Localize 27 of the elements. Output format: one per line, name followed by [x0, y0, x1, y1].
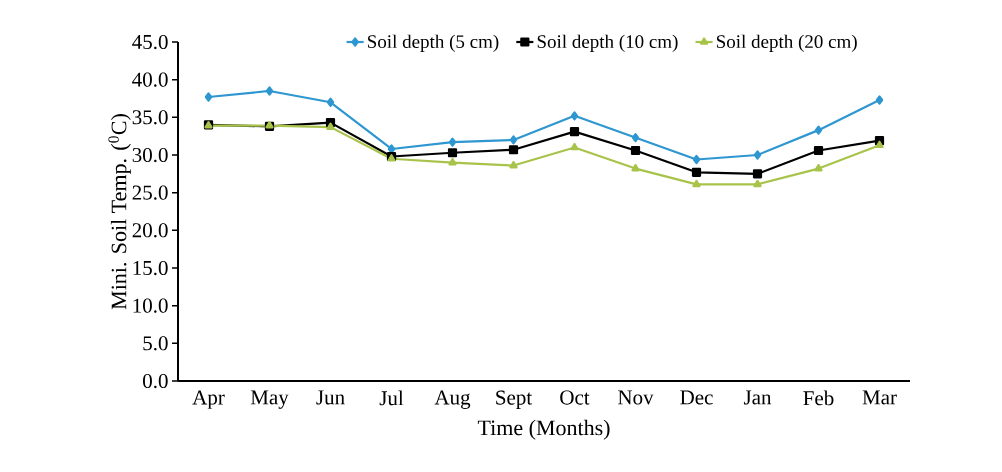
- y-tick-label: 20.0: [132, 223, 168, 238]
- y-tick-label: 25.0: [132, 185, 168, 200]
- y-tick-label: 35.0: [132, 110, 168, 125]
- y-tick-label: 45.0: [132, 34, 168, 50]
- y-tick-label: 10.0: [133, 298, 168, 313]
- y-tick-label: 15.0: [133, 260, 168, 276]
- y-tick-label: 0.0: [143, 373, 168, 389]
- y-tick-label: 40.0: [132, 72, 168, 87]
- x-tick-label: Aug: [434, 390, 471, 409]
- legend-label: Soil depth (20 cm): [716, 34, 857, 52]
- x-tick-label: May: [250, 390, 289, 409]
- y-axis-title: Mini. Soil Temp. ($^{0}$C): [108, 114, 131, 310]
- x-tick-label: Mar: [862, 390, 897, 405]
- x-tick-label: Jul: [379, 390, 404, 406]
- x-tick-label: Jan: [743, 390, 772, 405]
- x-tick-label: Nov: [618, 390, 654, 405]
- y-tick-label: 30.0: [132, 147, 168, 163]
- legend-label: Soil depth (10 cm): [537, 34, 678, 52]
- x-tick-label: Apr: [192, 390, 225, 409]
- x-tick-label: Jun: [316, 390, 345, 405]
- x-tick-label: Feb: [803, 390, 834, 406]
- x-tick-label: Dec: [680, 390, 713, 405]
- x-axis-title: Time (Months): [477, 419, 610, 440]
- legend-label: Soil depth (5 cm): [368, 34, 499, 52]
- x-tick-label: Oct: [560, 390, 590, 405]
- y-tick-label: 5.0: [143, 336, 168, 351]
- x-tick-label: Sept: [496, 390, 533, 409]
